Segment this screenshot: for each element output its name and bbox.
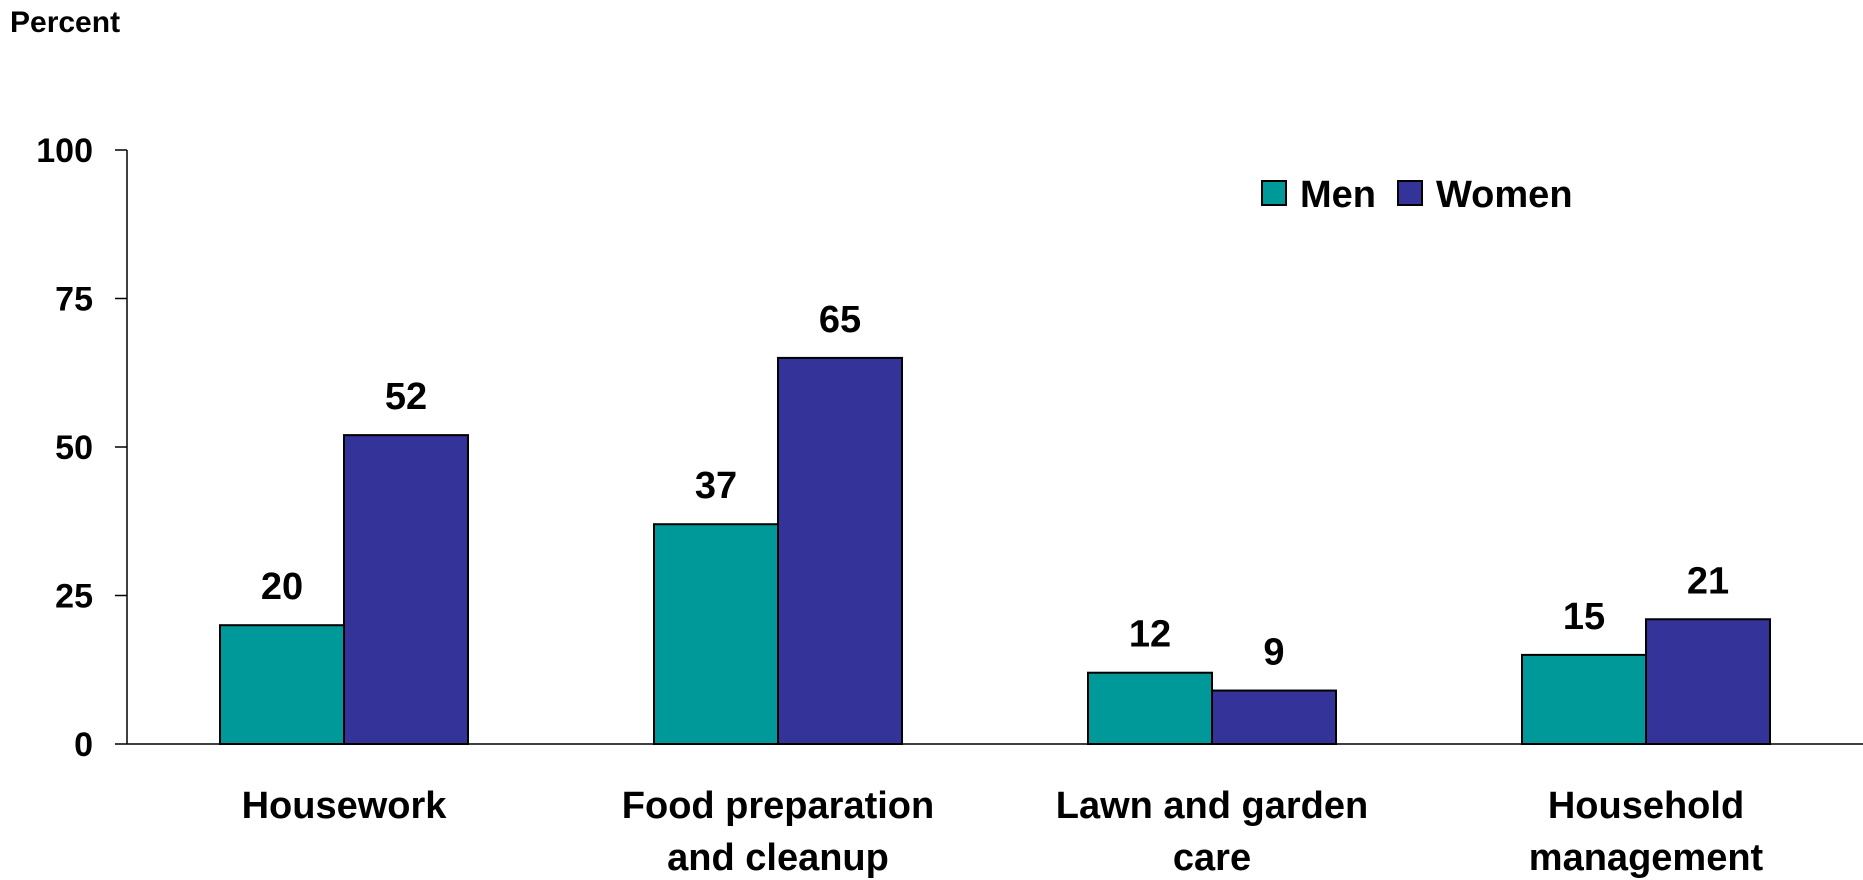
legend-label-men: Men <box>1300 174 1376 216</box>
data-label: 9 <box>1263 632 1284 674</box>
legend-label-women: Women <box>1436 174 1573 216</box>
bar-women <box>1211 689 1337 745</box>
legend-swatch-women <box>1397 180 1423 206</box>
y-tick-label: 50 <box>55 429 93 467</box>
x-tick-label: care <box>1173 837 1251 879</box>
data-label: 21 <box>1687 560 1729 602</box>
y-axis-label: Percent <box>10 6 121 39</box>
x-tick-label: Lawn and garden <box>1056 785 1368 827</box>
bar-men <box>1521 653 1647 746</box>
bar-women <box>777 356 903 745</box>
data-label: 15 <box>1563 596 1605 638</box>
legend: Men Women <box>1261 174 1573 216</box>
bar-women <box>1645 618 1771 746</box>
x-tick-label: Housework <box>242 785 448 827</box>
bars <box>219 356 1771 746</box>
data-labels: 20 52 37 65 12 9 15 21 <box>261 299 1729 674</box>
y-tick-label: 75 <box>55 281 93 319</box>
x-tick-label: Food preparation <box>622 785 934 827</box>
x-tick-label: and cleanup <box>667 837 889 879</box>
data-label: 52 <box>385 376 427 418</box>
data-label: 65 <box>819 299 861 341</box>
bar-men <box>219 624 345 746</box>
y-tick-label: 100 <box>36 132 93 170</box>
bar-men <box>653 523 779 745</box>
legend-swatch-men <box>1261 180 1287 206</box>
data-label: 12 <box>1129 614 1171 656</box>
y-tick-label: 25 <box>55 578 93 616</box>
x-tick-label: Household <box>1548 785 1744 827</box>
bar-women <box>343 434 469 745</box>
axes: 0 25 50 75 100 Housework Food preparation and c… <box>36 132 1863 879</box>
bar-men <box>1087 671 1213 745</box>
x-tick-label: management <box>1529 837 1764 879</box>
data-label: 37 <box>695 465 737 507</box>
data-label: 20 <box>261 566 303 608</box>
y-tick-label: 0 <box>74 726 93 764</box>
